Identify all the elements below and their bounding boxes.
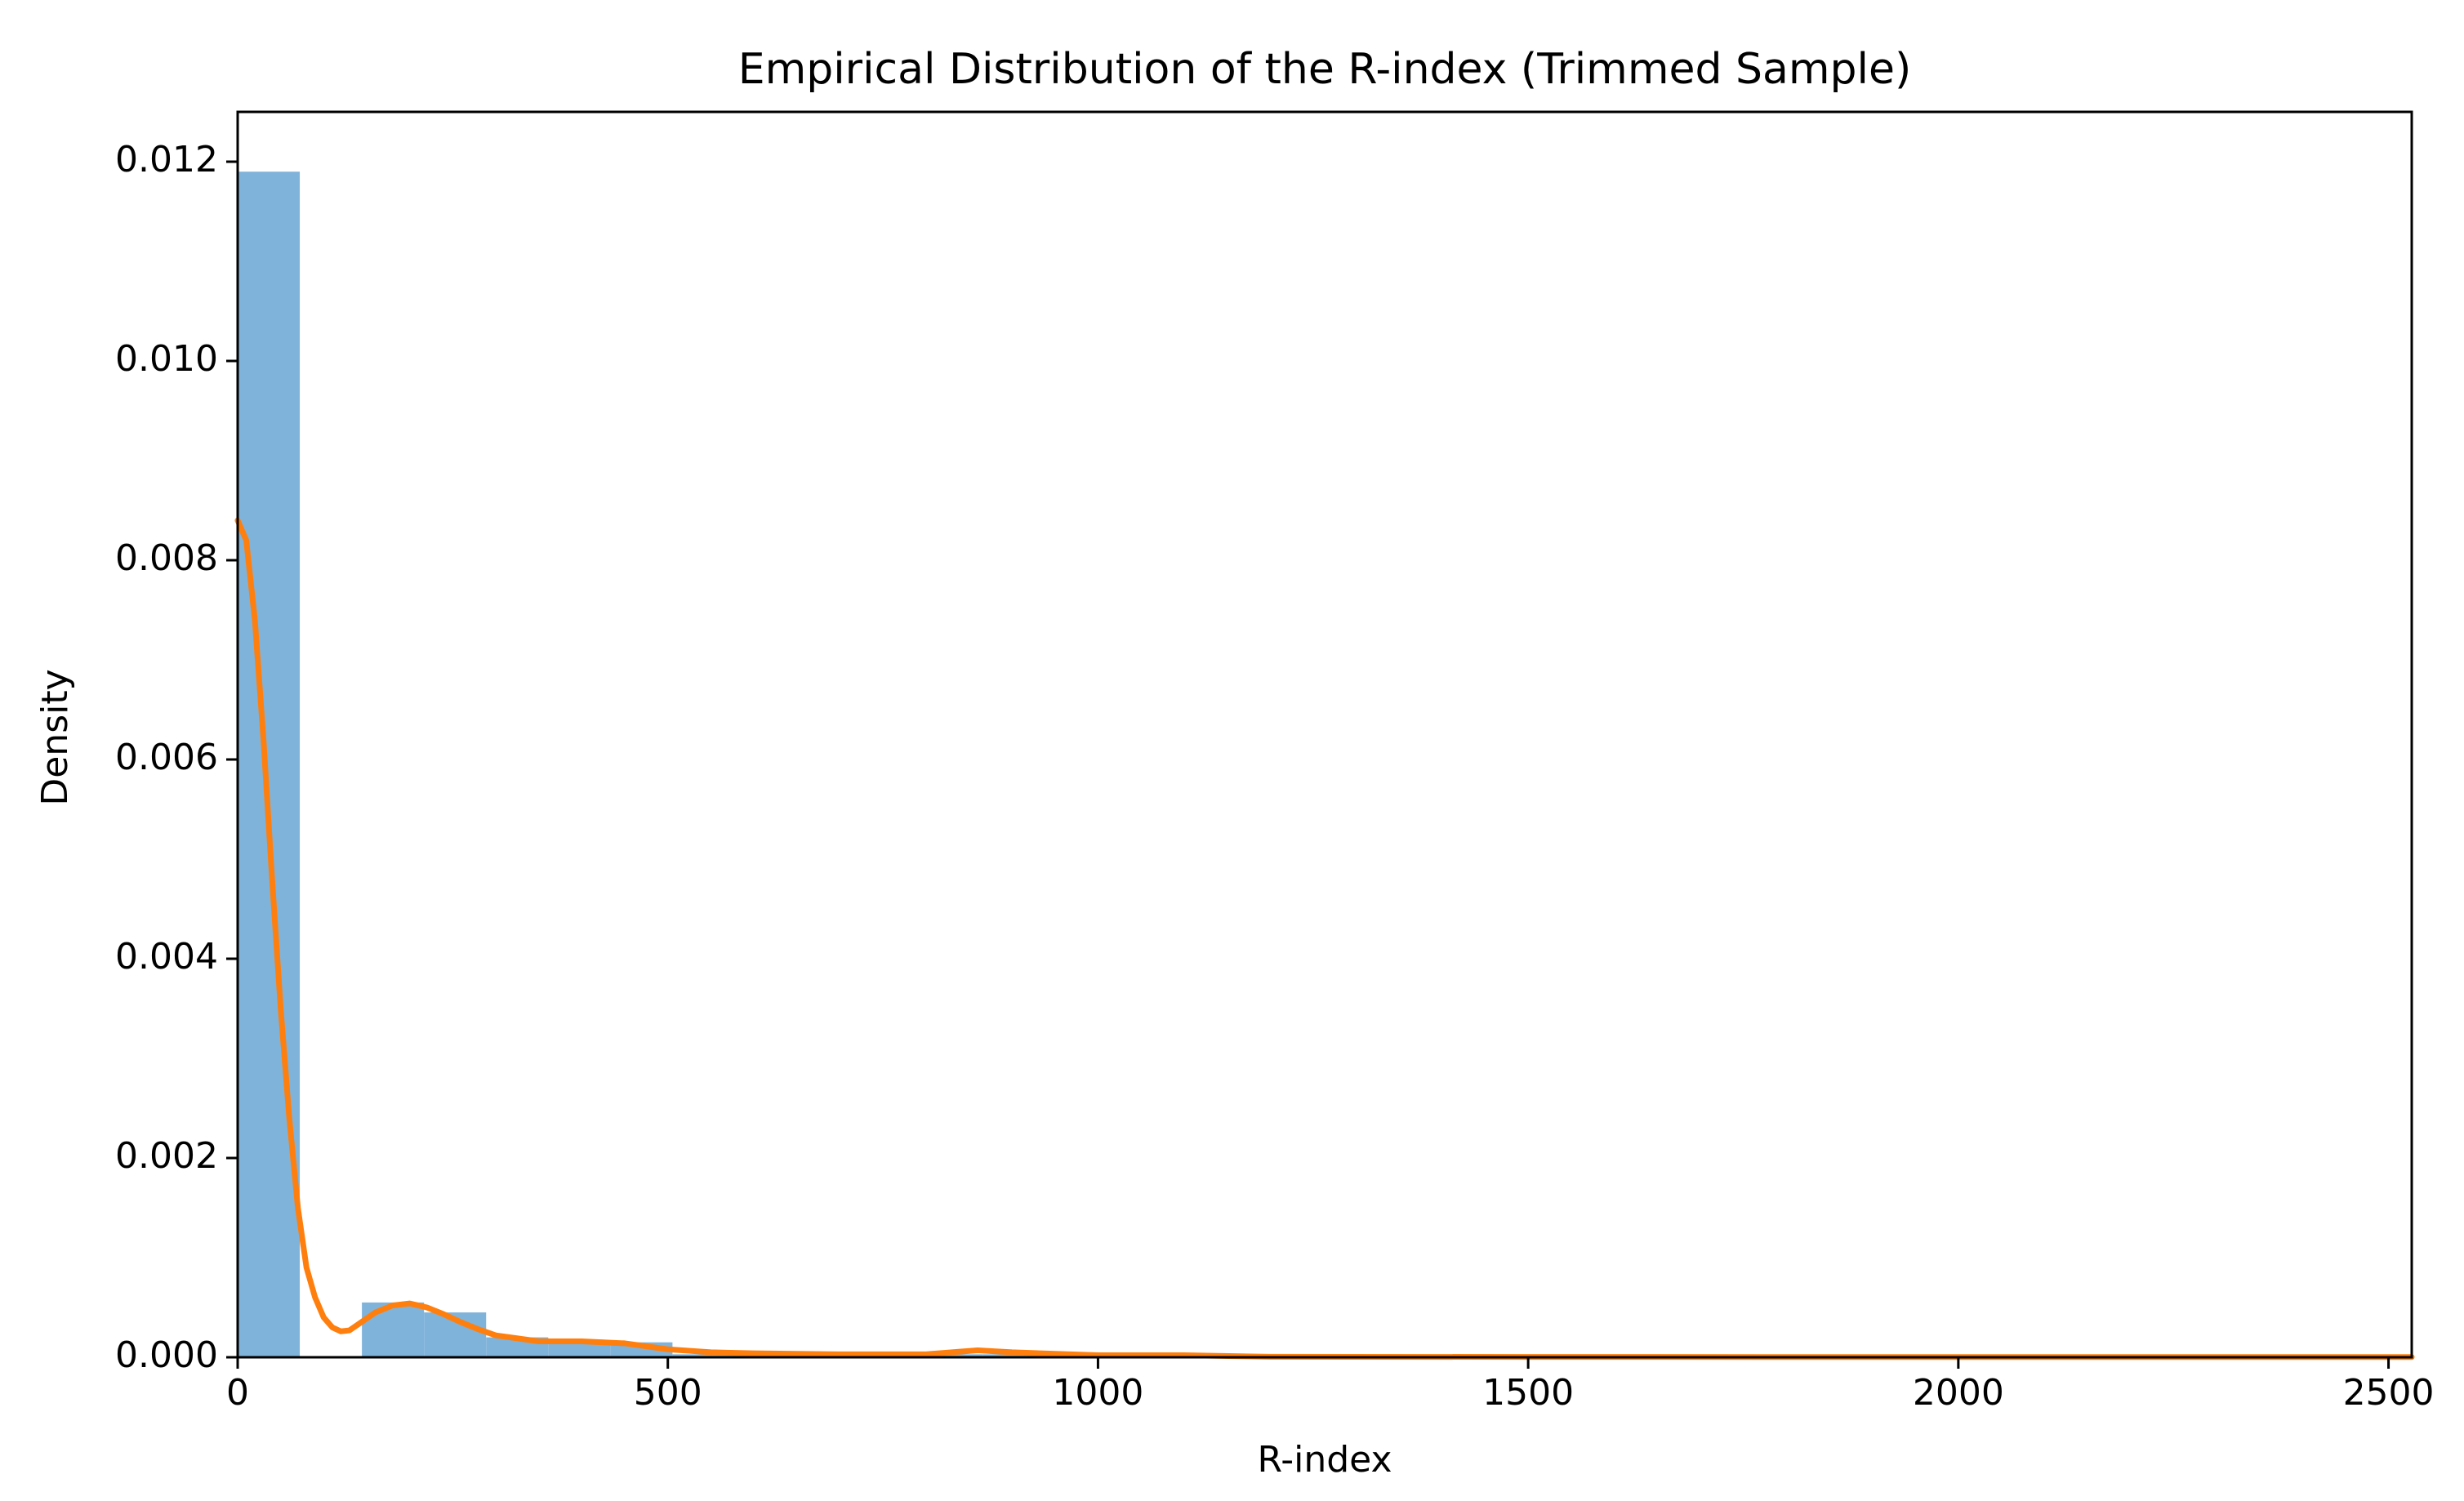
x-tick-label: 2500 xyxy=(2343,1372,2435,1414)
x-tick-label: 1500 xyxy=(1482,1372,1574,1414)
histogram-bar xyxy=(920,1354,983,1357)
y-tick-label: 0.006 xyxy=(115,737,218,778)
histogram-bar xyxy=(238,171,301,1358)
histogram-bar xyxy=(362,1302,425,1357)
chart-title: Empirical Distribution of the R-index (T… xyxy=(738,45,1912,94)
y-tick-label: 0.012 xyxy=(115,139,218,180)
y-tick-label: 0.004 xyxy=(115,936,218,978)
y-tick-label: 0.008 xyxy=(115,537,218,579)
plot-frame xyxy=(236,110,2413,1359)
x-tick-label: 0 xyxy=(226,1372,249,1414)
histogram-bar xyxy=(672,1354,735,1357)
x-axis-label: R-index xyxy=(1257,1439,1392,1481)
histogram-bar xyxy=(548,1342,611,1357)
kde-line xyxy=(234,517,2415,1361)
histogram-bar xyxy=(982,1354,1045,1357)
y-tick-label: 0.010 xyxy=(115,338,218,380)
y-tick-label: 0.000 xyxy=(115,1334,218,1376)
x-tick-label: 500 xyxy=(634,1372,702,1414)
y-tick-label: 0.002 xyxy=(115,1135,218,1177)
x-tick-label: 2000 xyxy=(1913,1372,2004,1414)
y-axis-label: Density xyxy=(34,669,76,805)
x-tick-label: 1000 xyxy=(1052,1372,1143,1414)
